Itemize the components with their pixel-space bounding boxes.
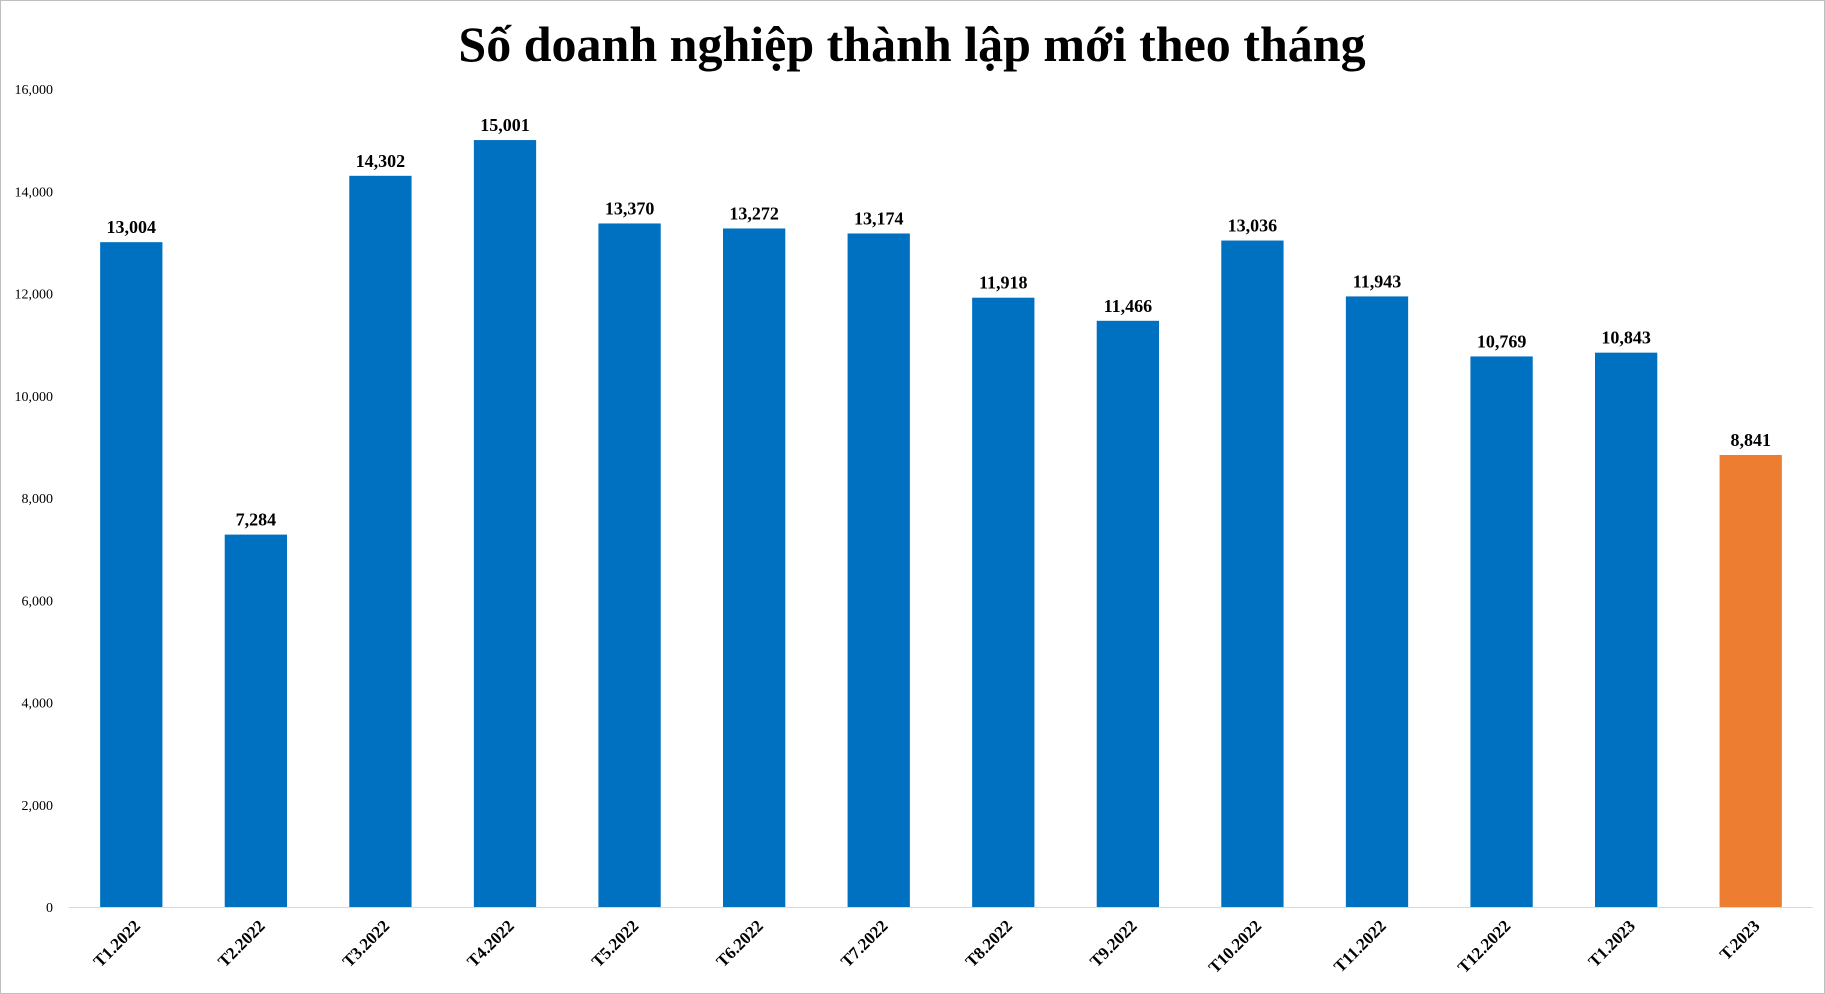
bar-T10.2022: [1221, 240, 1284, 908]
y-tick-label: 6,000: [22, 594, 54, 609]
x-tick-label: T6.2022: [712, 916, 767, 971]
chart-title: Số doanh nghiệp thành lập mới theo tháng: [458, 16, 1365, 72]
y-tick-label: 10,000: [15, 390, 54, 405]
data-label: 11,943: [1353, 271, 1402, 291]
bar-T8.2022: [972, 297, 1035, 907]
data-label: 13,004: [107, 217, 157, 237]
data-labels: 13,004 7,284 14,302 15,001 13,370 13,272 13,17…: [107, 115, 1771, 530]
data-label: 10,769: [1477, 331, 1527, 351]
bar-T4.2022: [473, 140, 537, 908]
data-label: 11,918: [979, 273, 1028, 293]
data-label: 13,036: [1228, 216, 1278, 236]
bar-T7.2022: [847, 233, 910, 907]
x-tick-label: T9.2022: [1086, 916, 1141, 971]
x-tick-label: T5.2022: [588, 916, 643, 971]
data-label: 13,370: [605, 198, 655, 218]
x-tick-label: T8.2022: [962, 916, 1017, 971]
y-tick-label: 12,000: [15, 288, 54, 303]
data-label: 13,272: [729, 203, 779, 223]
y-tick-label: 16,000: [15, 83, 54, 98]
x-tick-label: T2.2022: [214, 916, 269, 971]
y-tick-label: 2,000: [22, 799, 54, 814]
bar-T1.2022: [100, 242, 163, 907]
data-label: 14,302: [356, 151, 406, 171]
x-tick-label: T7.2022: [837, 916, 892, 971]
bar-T11.2022: [1345, 296, 1409, 907]
y-tick-label: 14,000: [15, 185, 54, 200]
bars: [100, 140, 1782, 908]
data-label: 13,174: [854, 208, 904, 228]
data-label: 7,284: [236, 510, 277, 530]
x-axis-ticks: T1.2022 T2.2022 T3.2022 T4.2022 T5.2022 T6.20…: [90, 916, 1764, 977]
x-tick-label: T4.2022: [463, 916, 518, 971]
data-label: 10,843: [1601, 328, 1651, 348]
data-label: 15,001: [480, 115, 530, 135]
x-tick-label: T10.2022: [1205, 916, 1266, 977]
y-axis-ticks: 0 2,000 4,000 6,000 8,000 10,000 12,000 14,000 1…: [15, 83, 54, 916]
bar-T3.2022: [349, 175, 412, 908]
y-tick-label: 8,000: [22, 492, 54, 507]
bar-T9.2022: [1096, 320, 1159, 907]
y-tick-label: 4,000: [22, 697, 54, 712]
bar-T.2023: [1719, 455, 1782, 907]
bar-T6.2022: [723, 228, 786, 907]
bar-T2.2022: [224, 534, 287, 907]
data-label: 8,841: [1730, 430, 1771, 450]
x-tick-label: T12.2022: [1454, 916, 1515, 977]
x-tick-label: T3.2022: [339, 916, 394, 971]
x-tick-label: T.2023: [1716, 916, 1764, 964]
bar-T1.2023: [1595, 352, 1658, 907]
bar-T12.2022: [1470, 356, 1533, 907]
y-tick-label: 0: [46, 901, 53, 916]
data-label: 11,466: [1104, 296, 1153, 316]
bar-T5.2022: [598, 223, 661, 908]
x-tick-label: T11.2022: [1330, 916, 1390, 976]
x-tick-label: T1.2022: [90, 916, 145, 971]
x-tick-label: T1.2023: [1584, 916, 1639, 971]
